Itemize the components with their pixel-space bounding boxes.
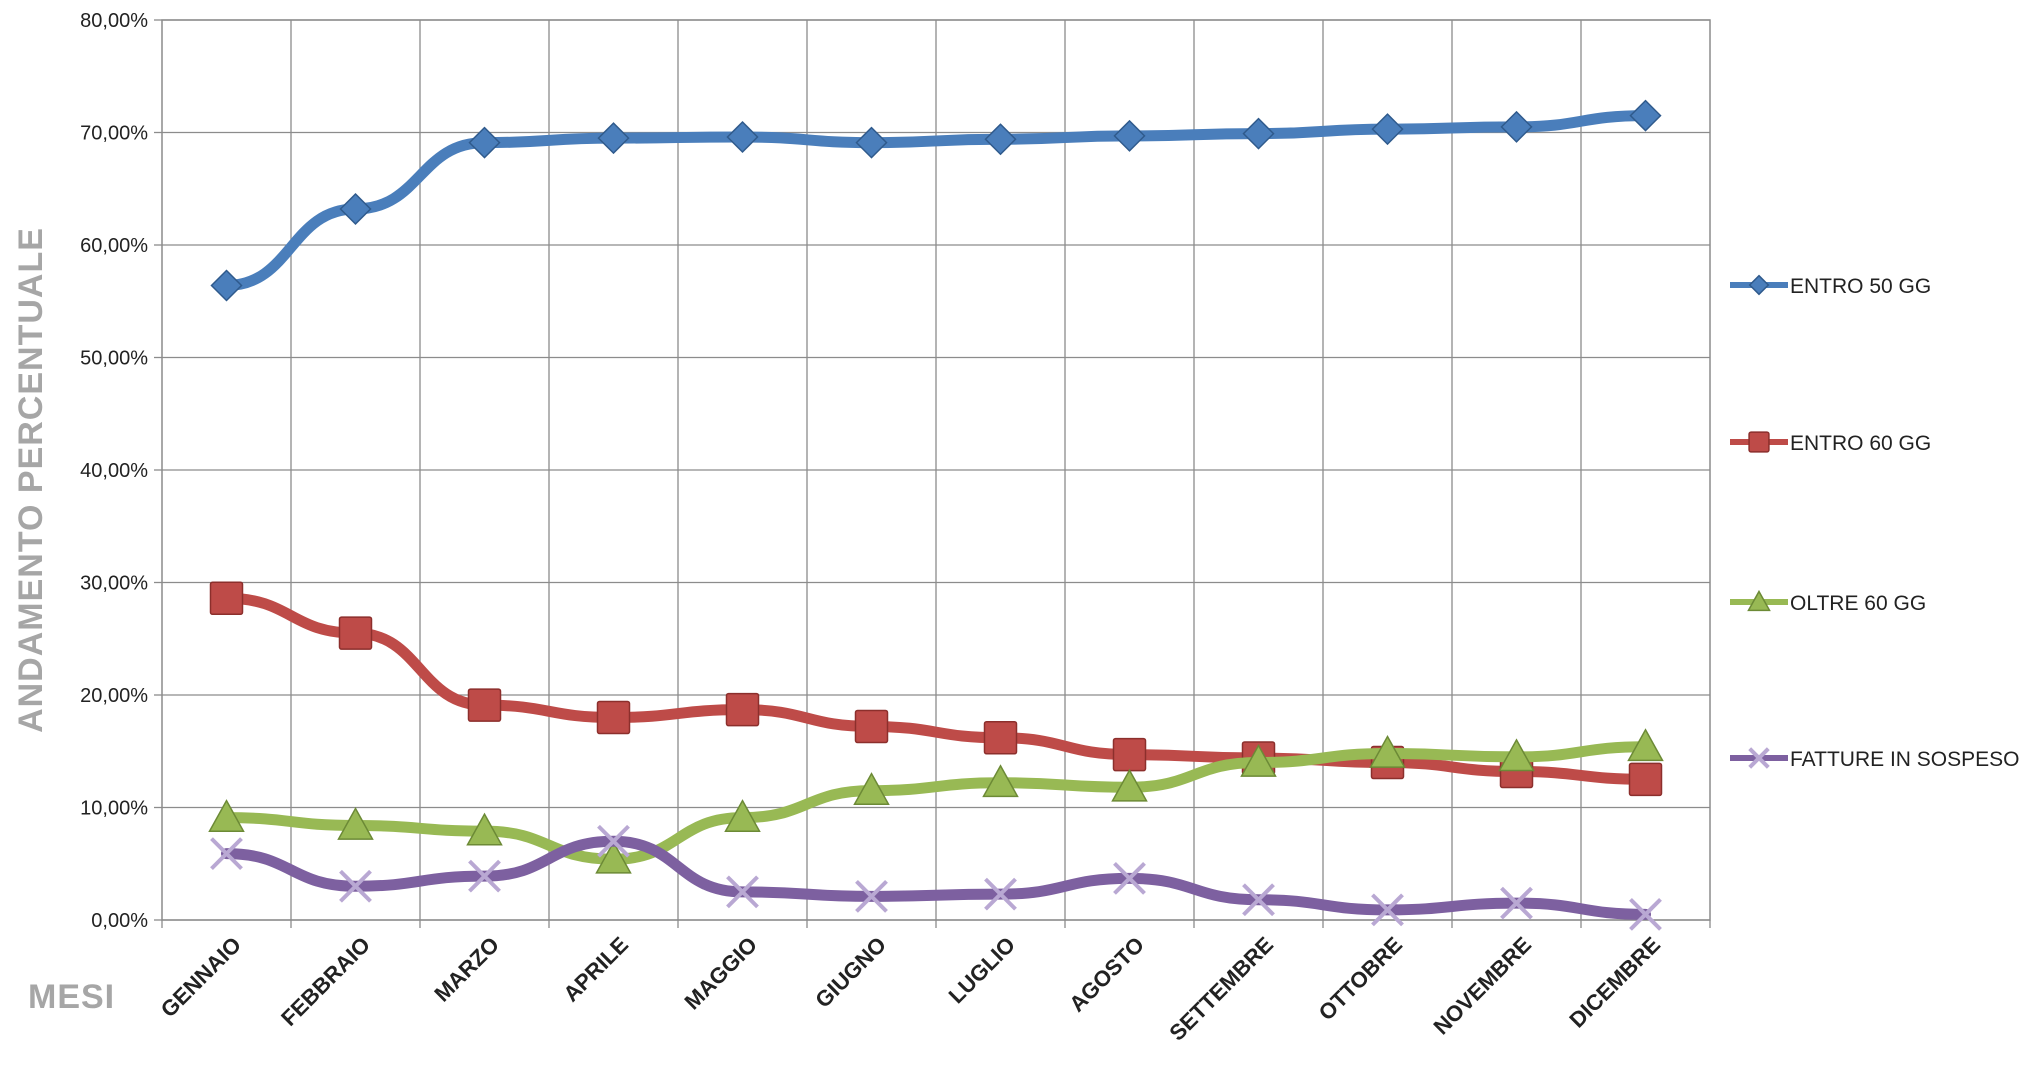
x-tick-label: GENNAIO: [156, 932, 246, 1022]
y-tick-label: 30,00%: [80, 573, 148, 595]
x-marker-stroke: [468, 859, 501, 893]
diamond-marker: [984, 123, 1017, 156]
x-marker-stroke: [984, 877, 1017, 911]
square-marker: [854, 709, 889, 744]
y-tick-label: 20,00%: [80, 685, 148, 707]
diamond-marker: [597, 122, 630, 155]
y-axis-title: ANDAMENTO PERCENTUALE: [12, 227, 50, 733]
diamond-marker: [1371, 113, 1404, 146]
x-marker-stroke: [1371, 893, 1404, 927]
triangle-marker: [337, 806, 374, 840]
triangle-marker: [595, 840, 632, 874]
triangle-marker: [1369, 734, 1406, 768]
diamond-marker: [1113, 119, 1146, 152]
x-axis-ticks: GENNAIO FEBBRAIO MARZO APRILE MAGGIO GIUGNO LU…: [156, 932, 1665, 1046]
square-marker: [596, 700, 631, 735]
triangle-marker: [1627, 728, 1664, 762]
x-tick-label: AGOSTO: [1064, 932, 1149, 1017]
x-marker-stroke: [1113, 861, 1146, 895]
series-oltre-60-gg: [208, 728, 1664, 874]
triangle-marker: [724, 799, 761, 832]
y-tick-label: 50,00%: [80, 348, 148, 370]
diamond-marker: [1242, 117, 1275, 150]
series-fatture-in-sospeso: [210, 824, 1662, 931]
chart-grid: [154, 19, 1711, 928]
x-marker-stroke: [339, 869, 372, 903]
x-tick-label: DICEMBRE: [1564, 932, 1665, 1033]
legend-label: ENTRO 60 GG: [1790, 432, 1931, 455]
x-tick-label: APRILE: [558, 932, 633, 1007]
x-marker-stroke: [726, 875, 759, 909]
x-marker-stroke: [1500, 886, 1533, 920]
y-tick-label: 70,00%: [80, 123, 148, 145]
legend-label: OLTRE 60 GG: [1790, 592, 1926, 615]
x-tick-label: GIUGNO: [810, 932, 891, 1013]
triangle-marker: [1498, 738, 1535, 772]
diamond-marker: [339, 192, 372, 226]
series-line: [221, 835, 1651, 920]
x-marker-stroke: [855, 879, 888, 913]
y-tick-label: 40,00%: [80, 460, 148, 482]
x-tick-label: NOVEMBRE: [1428, 932, 1536, 1040]
square-marker: [338, 616, 373, 650]
y-tick-label: 0,00%: [91, 910, 148, 932]
diamond-marker: [210, 269, 243, 302]
legend-item: OLTRE 60 GG: [1730, 589, 1926, 615]
x-axis-title: MESI: [28, 978, 115, 1016]
x-tick-label: OTTOBRE: [1314, 932, 1407, 1025]
chart-legend: ENTRO 50 GG ENTRO 60 GG OLTRE 60 GG FATTURE…: [1730, 274, 2019, 771]
diamond-marker: [726, 120, 759, 154]
x-marker-stroke: [1242, 883, 1275, 917]
square-marker: [983, 721, 1018, 755]
triangle-marker: [982, 764, 1019, 798]
square-marker: [1628, 762, 1663, 797]
x-tick-label: SETTEMBRE: [1164, 932, 1278, 1046]
diamond-marker: [468, 126, 501, 159]
triangle-marker: [208, 799, 245, 832]
x-marker-stroke: [210, 837, 243, 871]
diamond-marker: [855, 126, 888, 159]
x-marker-stroke: [1748, 747, 1770, 769]
x-tick-label: MAGGIO: [680, 932, 762, 1014]
triangle-marker: [1240, 743, 1277, 777]
square-marker: [209, 581, 244, 615]
square-marker: [1112, 737, 1147, 772]
square-marker: [725, 692, 760, 727]
x-marker-stroke: [597, 824, 630, 858]
triangle-marker: [1747, 589, 1771, 612]
square-marker: [467, 688, 502, 722]
series-entro-50-gg: [210, 99, 1662, 302]
legend-item: ENTRO 50 GG: [1730, 274, 1931, 298]
legend-item: FATTURE IN SOSPESO: [1730, 747, 2019, 771]
diamond-marker: [1500, 110, 1533, 143]
y-tick-label: 10,00%: [80, 798, 148, 820]
diamond-marker: [1629, 99, 1662, 132]
x-tick-label: LUGLIO: [944, 932, 1020, 1008]
x-marker-stroke: [1629, 897, 1662, 931]
y-axis-ticks: 0,00% 10,00% 20,00% 30,00% 40,00% 50,00% 60,00…: [80, 10, 148, 932]
x-tick-label: FEBBRAIO: [276, 932, 375, 1031]
x-tick-label: MARZO: [429, 932, 504, 1007]
square-marker: [1748, 431, 1770, 453]
legend-label: FATTURE IN SOSPESO: [1790, 748, 2019, 771]
y-tick-label: 60,00%: [80, 235, 148, 257]
legend-item: ENTRO 60 GG: [1730, 431, 1931, 455]
triangle-marker: [1111, 768, 1148, 802]
diamond-marker: [1748, 274, 1770, 296]
y-tick-label: 80,00%: [80, 10, 148, 32]
legend-label: ENTRO 50 GG: [1790, 275, 1931, 298]
triangle-marker: [466, 812, 503, 846]
triangle-marker: [853, 772, 890, 805]
chart-series: [208, 99, 1664, 931]
